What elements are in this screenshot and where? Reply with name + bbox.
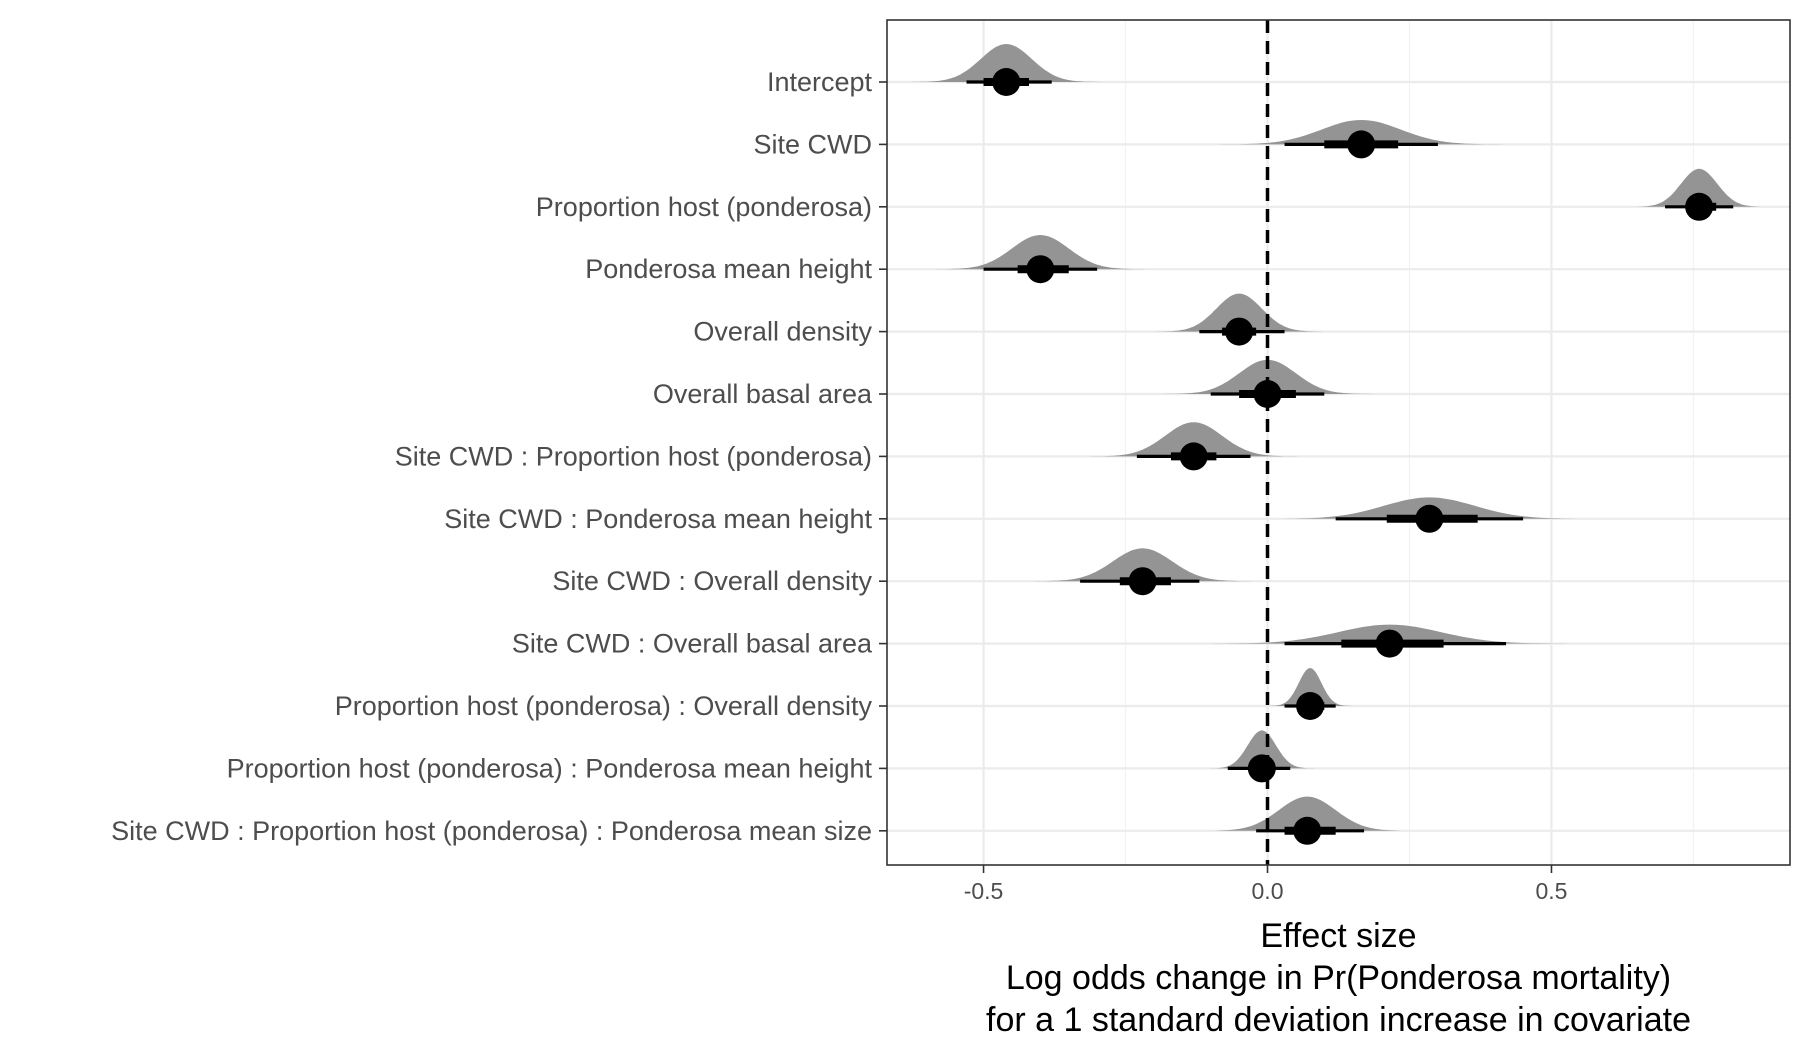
median-point: [1685, 192, 1714, 221]
median-point: [1347, 130, 1376, 159]
x-axis-title-line: Log odds change in Pr(Ponderosa mortalit…: [1006, 959, 1671, 997]
x-axis-title: Effect size Log odds change in Pr(Pondero…: [986, 917, 1691, 1039]
median-point: [992, 68, 1021, 96]
y-tick-label: Site CWD : Overall basal area: [512, 629, 873, 659]
y-axis-tick-labels: Intercept Site CWD Proportion host (ponder…: [111, 67, 887, 846]
x-tick-label: -0.5: [964, 878, 1004, 904]
posterior-density: [1153, 359, 1382, 394]
x-axis-title-line: Effect size: [1260, 917, 1416, 955]
median-point: [1375, 629, 1404, 658]
median-point: [1247, 754, 1276, 783]
y-tick-label: Proportion host (ponderosa) : Overall de…: [335, 691, 873, 721]
y-tick-label: Overall basal area: [653, 379, 873, 409]
median-point: [1179, 442, 1208, 471]
posterior-density: [1024, 548, 1261, 582]
posterior-density: [1193, 796, 1421, 831]
median-point: [1415, 504, 1444, 533]
y-tick-label: Site CWD : Ponderosa mean height: [444, 504, 872, 534]
y-tick-label: Proportion host (ponderosa): [536, 192, 872, 222]
panel-border: [886, 19, 1791, 866]
median-point: [1296, 692, 1325, 720]
y-tick-label: Ponderosa mean height: [585, 254, 872, 284]
median-point: [1253, 380, 1282, 408]
posterior-density: [1205, 730, 1319, 769]
y-tick-label: Proportion host (ponderosa) : Ponderosa …: [227, 753, 873, 783]
x-axis-tick-labels: -0.5 0.0 0.5: [964, 865, 1567, 904]
x-axis-title-line: for a 1 standard deviation increase in c…: [986, 1001, 1691, 1039]
median-point: [1128, 567, 1157, 596]
posterior-density: [904, 44, 1109, 82]
posterior-densities: [904, 44, 1772, 831]
y-tick-label: Overall density: [693, 317, 872, 347]
y-tick-label: Site CWD: [753, 129, 872, 159]
median-point: [1026, 255, 1055, 284]
posterior-density: [1080, 422, 1308, 457]
median-points: [992, 68, 1714, 845]
median-point: [1293, 816, 1322, 845]
median-point: [1225, 317, 1254, 346]
posterior-density: [1626, 168, 1772, 207]
x-tick-label: 0.0: [1252, 878, 1284, 904]
posterior-density: [1264, 668, 1356, 706]
posterior-density: [926, 235, 1154, 270]
posterior-density: [1148, 293, 1330, 332]
y-tick-label: Site CWD : Proportion host (ponderosa): [395, 441, 872, 471]
y-tick-label: Intercept: [767, 67, 873, 97]
y-tick-label: Site CWD : Proportion host (ponderosa) :…: [111, 816, 872, 846]
y-tick-label: Site CWD : Overall density: [552, 566, 872, 596]
x-tick-label: 0.5: [1535, 878, 1567, 904]
